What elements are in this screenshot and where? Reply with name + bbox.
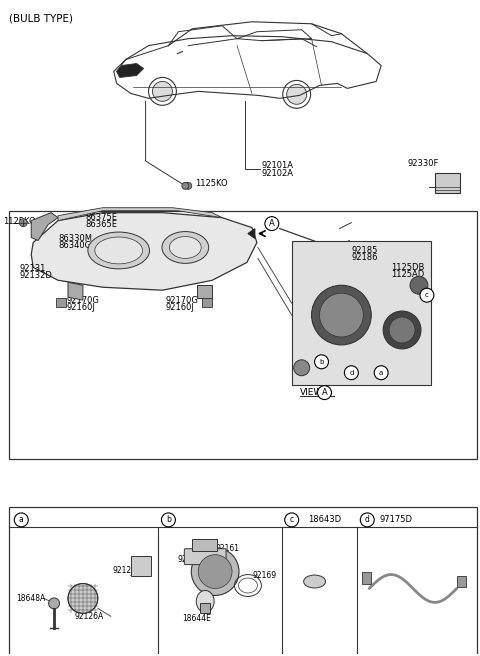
Text: 86330M: 86330M bbox=[58, 234, 92, 243]
Text: 18643D: 18643D bbox=[308, 516, 341, 524]
Text: a: a bbox=[19, 516, 24, 524]
Text: 1125KO: 1125KO bbox=[195, 179, 228, 188]
Text: 86340G: 86340G bbox=[58, 241, 91, 250]
Circle shape bbox=[312, 285, 371, 345]
Ellipse shape bbox=[196, 590, 214, 612]
Text: VIEW: VIEW bbox=[300, 388, 323, 397]
Polygon shape bbox=[31, 213, 257, 290]
Text: 92126A: 92126A bbox=[75, 612, 104, 621]
Bar bbox=[457, 575, 466, 588]
Text: 1125DB: 1125DB bbox=[391, 263, 424, 272]
Bar bbox=[131, 556, 151, 575]
Bar bbox=[362, 571, 371, 584]
Bar bbox=[56, 298, 66, 307]
Circle shape bbox=[48, 598, 60, 609]
Circle shape bbox=[185, 182, 192, 190]
Text: a: a bbox=[379, 370, 384, 376]
Circle shape bbox=[294, 359, 310, 376]
Polygon shape bbox=[197, 285, 212, 298]
Bar bbox=[9, 211, 477, 459]
Circle shape bbox=[161, 513, 175, 527]
Circle shape bbox=[148, 77, 176, 106]
Text: 92125A: 92125A bbox=[113, 566, 142, 575]
Text: 18648A: 18648A bbox=[16, 594, 46, 603]
Polygon shape bbox=[117, 64, 144, 77]
Text: 92131: 92131 bbox=[19, 264, 46, 273]
Bar bbox=[435, 173, 460, 193]
Circle shape bbox=[383, 311, 421, 349]
Circle shape bbox=[287, 85, 307, 104]
Text: 92170G: 92170G bbox=[66, 296, 99, 304]
Polygon shape bbox=[58, 208, 222, 220]
Text: b: b bbox=[319, 359, 324, 365]
Bar bbox=[9, 507, 477, 656]
Polygon shape bbox=[68, 282, 83, 300]
Ellipse shape bbox=[304, 575, 325, 588]
Ellipse shape bbox=[162, 232, 209, 263]
Circle shape bbox=[265, 216, 279, 230]
Circle shape bbox=[360, 513, 374, 527]
Text: 92160J: 92160J bbox=[66, 302, 95, 312]
Bar bbox=[292, 241, 431, 384]
Ellipse shape bbox=[95, 237, 143, 264]
Text: A: A bbox=[322, 388, 327, 397]
Text: 92140E: 92140E bbox=[178, 555, 206, 564]
Text: 1125KO: 1125KO bbox=[3, 217, 36, 226]
Text: d: d bbox=[349, 370, 354, 376]
Circle shape bbox=[314, 355, 328, 369]
Circle shape bbox=[344, 366, 358, 380]
Circle shape bbox=[285, 513, 299, 527]
Text: 92185: 92185 bbox=[351, 246, 378, 255]
Ellipse shape bbox=[169, 237, 201, 258]
Circle shape bbox=[318, 386, 332, 400]
Circle shape bbox=[192, 548, 239, 596]
Text: 92170G: 92170G bbox=[166, 296, 198, 304]
Ellipse shape bbox=[88, 232, 150, 269]
Bar bbox=[200, 604, 210, 613]
Bar bbox=[202, 298, 212, 307]
Circle shape bbox=[410, 276, 428, 294]
Circle shape bbox=[14, 513, 28, 527]
Circle shape bbox=[198, 555, 232, 588]
Text: (BULB TYPE): (BULB TYPE) bbox=[9, 14, 73, 24]
Polygon shape bbox=[248, 228, 255, 239]
Text: 86365E: 86365E bbox=[85, 220, 117, 229]
Circle shape bbox=[68, 584, 98, 613]
Text: b: b bbox=[166, 516, 171, 524]
Text: A: A bbox=[269, 219, 275, 228]
Text: 92330F: 92330F bbox=[407, 159, 438, 169]
Circle shape bbox=[283, 81, 311, 108]
Text: c: c bbox=[425, 292, 429, 298]
Circle shape bbox=[320, 293, 363, 337]
Circle shape bbox=[374, 366, 388, 380]
Text: c: c bbox=[289, 516, 294, 524]
Circle shape bbox=[420, 288, 434, 302]
Text: 92102A: 92102A bbox=[262, 169, 294, 178]
Bar bbox=[192, 539, 217, 550]
Text: 86375E: 86375E bbox=[85, 213, 117, 222]
Text: 92101A: 92101A bbox=[262, 161, 294, 171]
Polygon shape bbox=[31, 213, 58, 241]
Text: 18644E: 18644E bbox=[182, 614, 211, 623]
Text: 92160J: 92160J bbox=[166, 302, 194, 312]
Text: 92161: 92161 bbox=[215, 544, 239, 553]
Text: 92169: 92169 bbox=[253, 571, 277, 580]
Circle shape bbox=[153, 81, 172, 101]
Text: 92132D: 92132D bbox=[19, 271, 52, 280]
Text: d: d bbox=[365, 516, 370, 524]
Circle shape bbox=[389, 317, 415, 343]
Circle shape bbox=[182, 182, 189, 190]
Text: 97175D: 97175D bbox=[379, 516, 412, 524]
Circle shape bbox=[19, 218, 27, 226]
FancyBboxPatch shape bbox=[184, 548, 226, 565]
Text: 1125AD: 1125AD bbox=[391, 270, 424, 279]
Text: 92186: 92186 bbox=[351, 253, 378, 262]
